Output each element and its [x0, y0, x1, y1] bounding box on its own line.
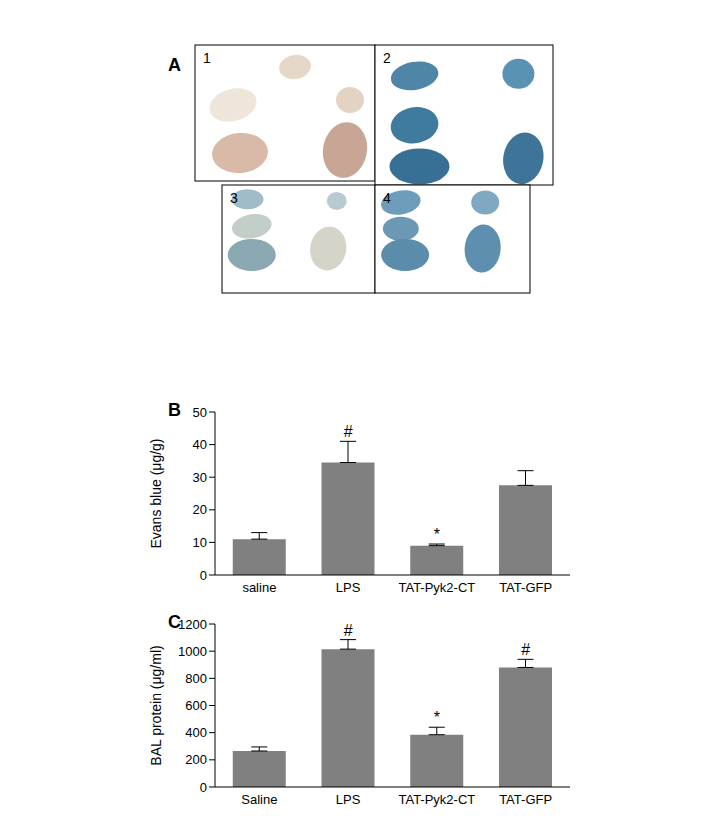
svg-text:TAT-Pyk2-CT: TAT-Pyk2-CT [398, 580, 475, 595]
svg-text:30: 30 [193, 470, 207, 485]
svg-text:LPS: LPS [336, 792, 361, 807]
svg-text:TAT-GFP: TAT-GFP [499, 580, 552, 595]
svg-text:2: 2 [383, 50, 391, 66]
svg-text:*: * [434, 709, 440, 726]
svg-text:400: 400 [185, 725, 207, 740]
svg-text:1000: 1000 [178, 644, 207, 659]
svg-text:Saline: Saline [241, 792, 277, 807]
svg-text:#: # [521, 641, 530, 658]
svg-text:0: 0 [200, 780, 207, 795]
svg-text:1200: 1200 [178, 617, 207, 632]
svg-text:20: 20 [193, 502, 207, 517]
svg-text:#: # [344, 423, 353, 440]
svg-text:4: 4 [383, 190, 391, 206]
svg-text:3: 3 [230, 190, 238, 206]
html-text:B: B [168, 400, 181, 420]
svg-text:TAT-GFP: TAT-GFP [499, 792, 552, 807]
svg-text:50: 50 [193, 405, 207, 420]
svg-text:LPS: LPS [336, 580, 361, 595]
svg-text:BAL protein (μg/ml): BAL protein (μg/ml) [148, 645, 164, 765]
html-text:A: A [168, 55, 181, 75]
svg-text:Evans blue (μg/g): Evans blue (μg/g) [148, 438, 164, 548]
html-text:C: C [168, 612, 181, 632]
svg-text:10: 10 [193, 535, 207, 550]
svg-text:200: 200 [185, 752, 207, 767]
svg-text:800: 800 [185, 671, 207, 686]
svg-text:40: 40 [193, 437, 207, 452]
svg-text:0: 0 [200, 568, 207, 583]
svg-text:saline: saline [242, 580, 276, 595]
svg-text:TAT-Pyk2-CT: TAT-Pyk2-CT [398, 792, 475, 807]
svg-text:#: # [344, 622, 353, 639]
svg-text:1: 1 [203, 50, 211, 66]
svg-text:*: * [434, 526, 440, 543]
svg-text:600: 600 [185, 698, 207, 713]
